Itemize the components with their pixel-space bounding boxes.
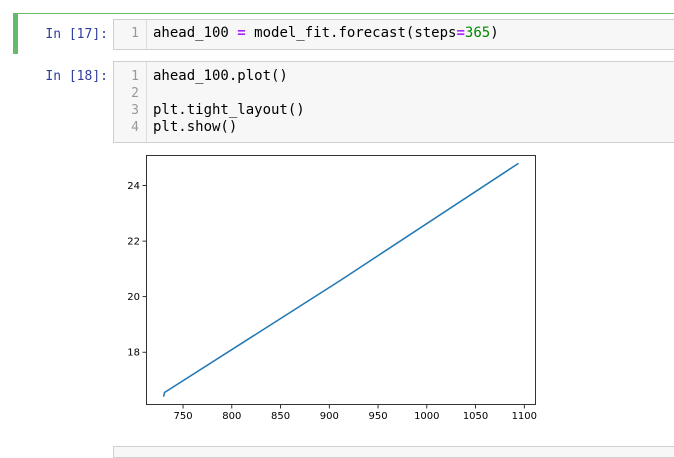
x-tick-label: 1000 — [414, 411, 439, 422]
x-tick-label: 950 — [369, 411, 388, 422]
code-input-area[interactable]: 1 2 3 4 ahead_100.plot() plt.tight_layou… — [113, 61, 674, 143]
x-tick-label: 850 — [271, 411, 290, 422]
y-tick-label: 24 — [127, 181, 140, 192]
code-token: model_fit.forecast — [245, 25, 406, 41]
code-line[interactable]: ahead_100 = model_fit.forecast(steps=365… — [153, 25, 499, 41]
line-number: 3 — [131, 103, 139, 118]
code-line[interactable]: ahead_100.plot() — [153, 68, 288, 84]
line-number-gutter: 1 — [114, 20, 147, 49]
code-token: steps — [414, 25, 457, 41]
code-operator: = — [456, 25, 465, 41]
line-number-gutter: 1 2 3 4 — [114, 62, 147, 142]
line-number: 1 — [131, 69, 139, 84]
code-line[interactable]: plt.show() — [153, 119, 238, 135]
cell-selection-bar — [13, 13, 18, 54]
x-tick-label: 900 — [320, 411, 339, 422]
x-tick-label: 1050 — [463, 411, 488, 422]
x-tick-label: 750 — [174, 411, 193, 422]
plot-output: 750 800 850 900 950 1000 1050 1100 18 20 22 24 — [127, 155, 537, 422]
code-operator: = — [237, 25, 246, 41]
line-number: 1 — [131, 26, 139, 41]
y-tick-label: 18 — [127, 348, 140, 359]
code-cell-18[interactable]: In [18]: 1 2 3 4 ahead_100.plot() plt.ti… — [0, 61, 674, 143]
y-tick-label: 22 — [127, 237, 140, 248]
code-token: ahead_100 — [153, 25, 238, 41]
next-code-cell[interactable] — [113, 446, 674, 458]
input-prompt: In [18]: — [45, 69, 108, 84]
y-tick-label: 20 — [127, 292, 140, 303]
code-number: 365 — [464, 25, 491, 41]
code-cell-17[interactable]: In [17]: 1 ahead_100 = model_fit.forecas… — [0, 13, 674, 54]
code-line[interactable]: plt.tight_layout() — [153, 102, 305, 118]
code-input-area[interactable]: 1 ahead_100 = model_fit.forecast(steps=3… — [113, 19, 674, 50]
x-tick-label: 800 — [222, 411, 241, 422]
x-tick-label: 1100 — [512, 411, 537, 422]
cell-selection-border — [18, 13, 674, 14]
line-number: 4 — [131, 120, 139, 135]
code-paren: ( — [405, 25, 415, 41]
line-number: 2 — [131, 86, 139, 101]
plot-frame — [146, 155, 536, 405]
series-line — [162, 162, 519, 397]
code-paren: ) — [490, 25, 499, 41]
input-prompt: In [17]: — [45, 27, 108, 42]
